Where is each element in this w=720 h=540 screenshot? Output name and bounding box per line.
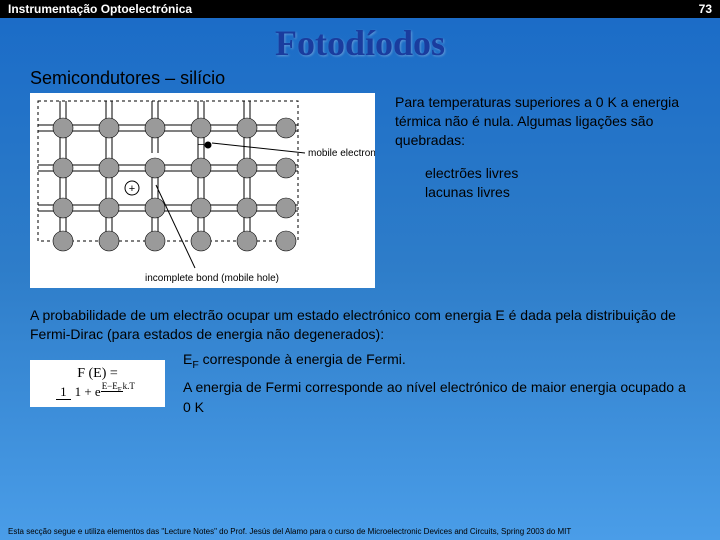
right-text-block: Para temperaturas superiores a 0 K a ene…	[395, 93, 690, 288]
fermi-dirac-formula: F (E) = 11 + eE−EFk.T	[30, 360, 165, 406]
slide-title: Fotodíodos	[0, 22, 720, 64]
footer-citation: Esta secção segue e utiliza elementos da…	[8, 527, 712, 536]
page-number: 73	[699, 2, 712, 16]
course-name: Instrumentação Optoelectrónica	[8, 2, 192, 16]
slide-subtitle: Semicondutores – silício	[30, 68, 720, 89]
bullet-electrons: electrões livres	[425, 164, 690, 183]
content-row: − + mobile electron incomplete bond (mob…	[30, 93, 690, 288]
formula-row: F (E) = 11 + eE−EFk.T EF corresponde à e…	[30, 350, 690, 418]
fermi-energy-text: A energia de Fermi corresponde ao nível …	[183, 378, 690, 417]
thermal-text: Para temperaturas superiores a 0 K a ene…	[395, 93, 690, 150]
probability-text: A probabilidade de um electrão ocupar um…	[30, 306, 690, 344]
electron-label: mobile electron	[308, 148, 375, 159]
ef-line: EF corresponde à energia de Fermi.	[183, 350, 690, 372]
svg-text:−: −	[198, 139, 204, 151]
hole-label: incomplete bond (mobile hole)	[145, 273, 279, 284]
svg-text:+: +	[129, 183, 135, 195]
bullet-holes: lacunas livres	[425, 183, 690, 202]
mobile-electron-icon	[205, 142, 212, 149]
silicon-lattice-diagram: − + mobile electron incomplete bond (mob…	[30, 93, 375, 288]
formula-explanation: EF corresponde à energia de Fermi. A ene…	[183, 350, 690, 418]
slide-header: Instrumentação Optoelectrónica 73	[0, 0, 720, 18]
